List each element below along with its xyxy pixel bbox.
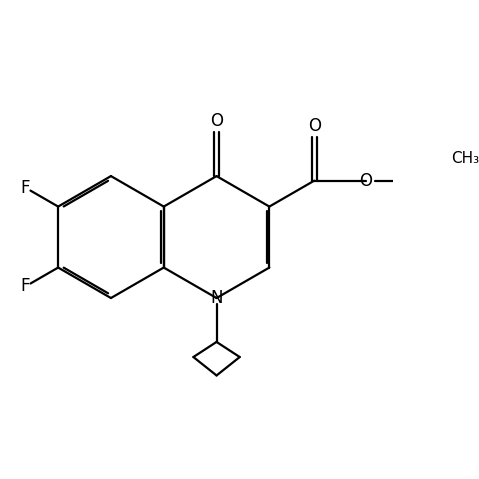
Text: F: F [21,277,30,296]
Text: O: O [360,171,373,190]
Text: CH₃: CH₃ [451,151,479,166]
Text: O: O [210,112,223,130]
Text: N: N [210,289,223,307]
Text: F: F [21,179,30,197]
Text: O: O [308,117,321,135]
